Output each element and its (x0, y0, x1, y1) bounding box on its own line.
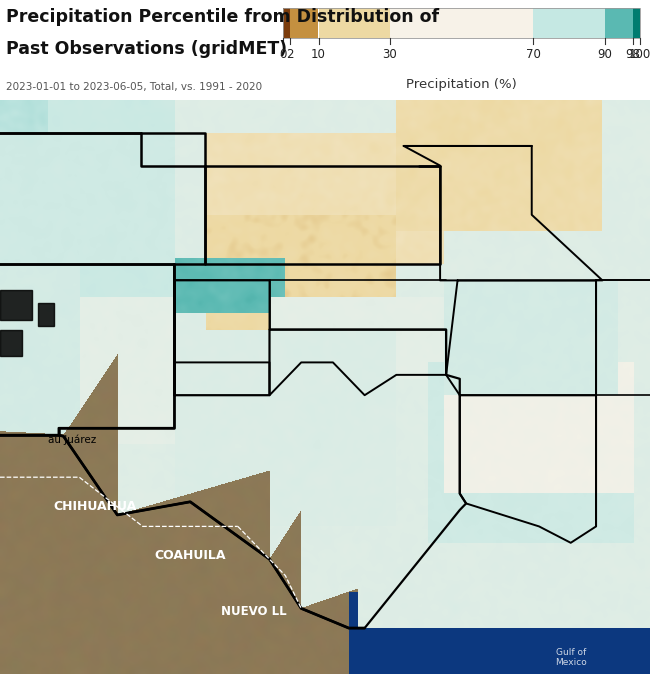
Polygon shape (38, 303, 54, 326)
Text: 10: 10 (311, 48, 326, 61)
Text: au Juárez: au Juárez (47, 434, 96, 445)
Text: Precipitation (%): Precipitation (%) (406, 78, 517, 91)
Bar (633, 8, 640, 38)
Text: Precipitation Percentile from Distribution of: Precipitation Percentile from Distributi… (6, 8, 439, 26)
Text: CHIHUAHUA: CHIHUAHUA (53, 500, 136, 513)
Text: Past Observations (gridMET): Past Observations (gridMET) (6, 40, 287, 58)
Bar (283, 8, 290, 38)
Polygon shape (0, 290, 32, 319)
Text: 30: 30 (383, 48, 397, 61)
Text: 2: 2 (286, 48, 294, 61)
Text: 70: 70 (526, 48, 540, 61)
Text: 2023-01-01 to 2023-06-05, Total, vs. 1991 - 2020: 2023-01-01 to 2023-06-05, Total, vs. 199… (6, 82, 263, 92)
Bar (290, 8, 318, 38)
Bar (533, 8, 604, 38)
Text: Gulf of
Mexico: Gulf of Mexico (555, 648, 586, 667)
Text: NUEVO LL: NUEVO LL (221, 605, 287, 618)
Bar (318, 8, 390, 38)
Bar (390, 8, 533, 38)
Text: COAHUILA: COAHUILA (155, 549, 226, 562)
Bar (604, 8, 633, 38)
Text: 98: 98 (626, 48, 640, 61)
Text: 0: 0 (279, 48, 287, 61)
Bar (283, 8, 640, 38)
Text: 100: 100 (629, 48, 650, 61)
Text: 90: 90 (597, 48, 612, 61)
Polygon shape (0, 330, 22, 356)
